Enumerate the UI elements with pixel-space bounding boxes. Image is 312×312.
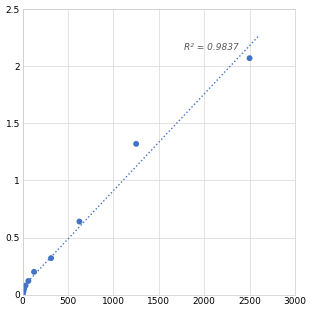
Point (247, 56, 252, 61)
Text: R² = 0.9837: R² = 0.9837 (184, 43, 239, 52)
Point (21, 289, 26, 294)
Point (134, 141, 139, 146)
Point (32, 269, 37, 274)
Point (22, 286, 27, 291)
Point (20, 292, 25, 297)
Point (26, 279, 31, 284)
Point (77, 219, 82, 224)
Point (49, 256, 54, 261)
Point (23, 283, 28, 288)
